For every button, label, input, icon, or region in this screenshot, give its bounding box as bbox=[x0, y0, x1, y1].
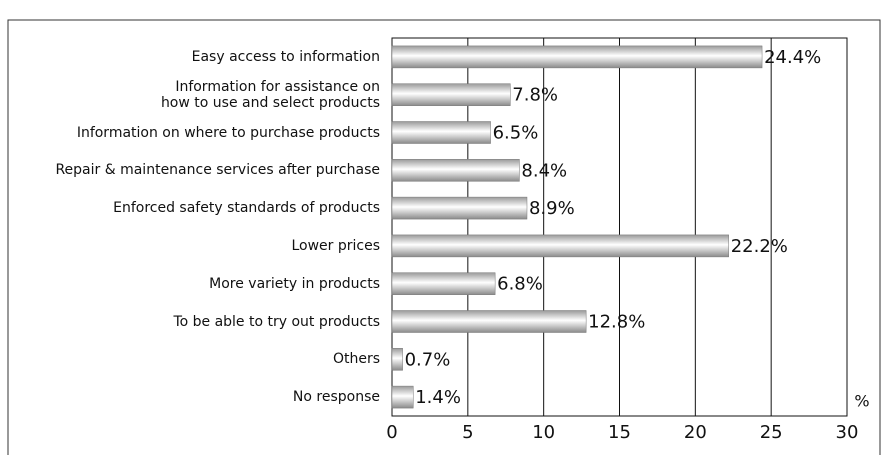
y-tick-label: Information on where to purchase product… bbox=[76, 124, 380, 141]
x-tick-label: 20 bbox=[684, 422, 707, 443]
x-tick-label: 15 bbox=[608, 422, 631, 443]
x-tick-label: 0 bbox=[386, 422, 397, 443]
y-tick-label: Repair & maintenance services after purc… bbox=[55, 162, 380, 179]
value-label: 6.5% bbox=[493, 123, 539, 144]
x-tick-label: 5 bbox=[462, 422, 473, 443]
y-tick-label: To be able to try out products bbox=[173, 313, 380, 330]
bar bbox=[391, 310, 587, 333]
y-tick-label: Information for assistance on how to use… bbox=[160, 78, 380, 111]
bar bbox=[391, 45, 763, 69]
y-tick-label: Enforced safety standards of products bbox=[113, 200, 380, 217]
value-label: 0.7% bbox=[405, 349, 451, 370]
y-tick-label: Easy access to information bbox=[191, 48, 380, 65]
bar bbox=[391, 234, 729, 258]
x-tick-label: 30 bbox=[836, 422, 859, 443]
bar bbox=[391, 385, 414, 409]
x-tick-label: 10 bbox=[532, 422, 555, 443]
value-label: 22.2% bbox=[731, 236, 788, 257]
value-label: 6.8% bbox=[497, 274, 543, 295]
value-label: 7.8% bbox=[512, 85, 558, 106]
y-tick-label: Lower prices bbox=[291, 237, 380, 254]
value-label: 8.4% bbox=[521, 160, 567, 181]
x-axis-label: % bbox=[854, 392, 869, 411]
x-tick-label: 25 bbox=[760, 422, 783, 443]
bar bbox=[391, 159, 520, 182]
y-tick-label: No response bbox=[292, 389, 380, 406]
bar bbox=[391, 348, 403, 371]
y-tick-label: Others bbox=[332, 351, 380, 368]
bar bbox=[391, 272, 496, 295]
value-label: 24.4% bbox=[764, 47, 821, 68]
frame bbox=[7, 19, 881, 455]
y-tick-label: More variety in products bbox=[209, 275, 380, 292]
bar bbox=[391, 196, 528, 220]
value-label: 8.9% bbox=[529, 198, 575, 219]
value-label: 12.8% bbox=[588, 312, 645, 333]
value-label: 1.4% bbox=[415, 387, 461, 408]
bar bbox=[391, 83, 511, 106]
bar bbox=[391, 121, 491, 144]
